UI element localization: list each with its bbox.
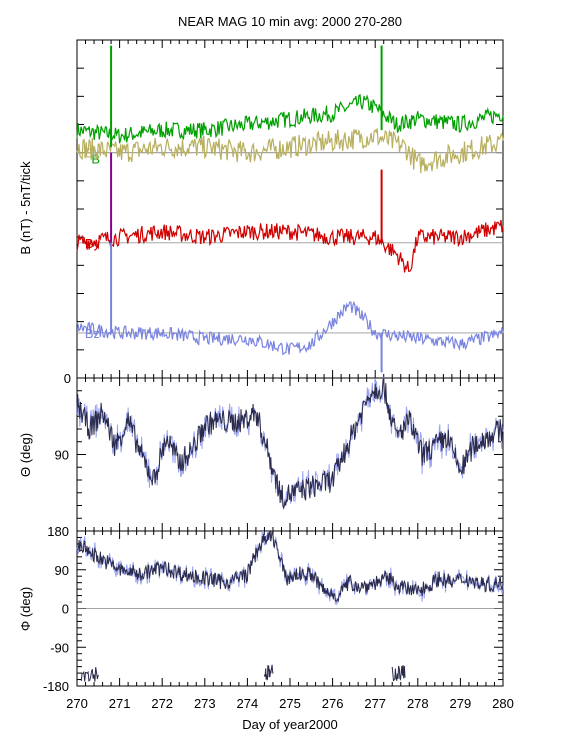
- phi-panel: 180 90 0 -90 -180: [43, 524, 504, 694]
- series-wrap-segment: [391, 665, 406, 682]
- y-tick-label: 90: [55, 563, 69, 578]
- series-line-b: [76, 93, 504, 144]
- x-tick-label: 270: [66, 696, 88, 711]
- x-tick-label: 277: [364, 696, 386, 711]
- x-tick-label: 271: [109, 696, 131, 711]
- panel-frame: [76, 39, 504, 379]
- series-label-by: By: [85, 236, 101, 251]
- x-axis-label: Day of year2000: [242, 717, 337, 732]
- series-line-bx: [76, 128, 504, 174]
- series-envelope: [76, 376, 504, 508]
- x-tick-label: 276: [322, 696, 344, 711]
- x-tick-label: 279: [450, 696, 472, 711]
- theta-y-axis-label: Θ (deg): [18, 433, 33, 477]
- series-label-bx: Bx: [85, 146, 101, 161]
- y-tick-label: 0: [64, 371, 71, 386]
- x-axis-ticks: 270 271 272 273 274 275 276 277 278 279 280: [66, 696, 514, 711]
- phi-y-axis-label: Φ (deg): [18, 587, 33, 631]
- y-tick-label: 0: [62, 602, 69, 617]
- x-tick-label: 278: [407, 696, 429, 711]
- y-tick-label: -180: [43, 679, 69, 694]
- x-tick-label: 275: [279, 696, 301, 711]
- y-tick-label: 180: [47, 524, 69, 539]
- y-tick-label: -90: [50, 640, 69, 655]
- series-wrap-segment: [263, 664, 274, 681]
- series-label-bz: Bz: [85, 326, 100, 341]
- x-tick-label: 274: [237, 696, 259, 711]
- series-line: [76, 529, 504, 603]
- b-y-axis-label: B (nT) - 5nT/tick: [18, 161, 33, 255]
- series-line-by: [76, 219, 504, 273]
- series-line-bz: [76, 300, 504, 356]
- x-tick-label: 272: [151, 696, 173, 711]
- theta-panel: 90: [55, 376, 504, 532]
- series-envelope: [76, 530, 504, 606]
- y-tick-label: 90: [55, 448, 69, 463]
- series-wrap-segment: [80, 667, 99, 682]
- series-line: [76, 377, 504, 510]
- x-tick-label: 273: [194, 696, 216, 711]
- chart-title: NEAR MAG 10 min avg: 2000 270-280: [178, 14, 402, 29]
- x-tick-label: 280: [492, 696, 514, 711]
